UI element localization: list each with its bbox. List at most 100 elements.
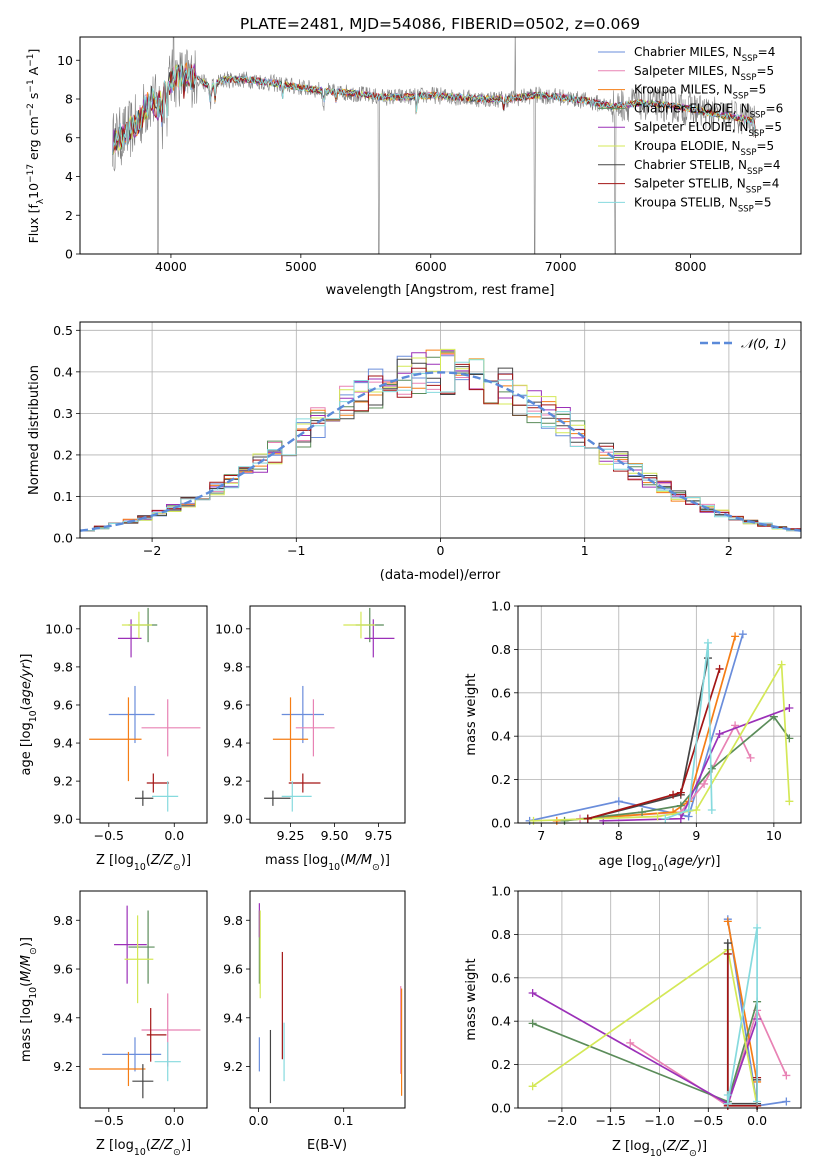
y-tick-label: 0.2 (53, 447, 73, 462)
errorbar-point (141, 699, 201, 757)
y-tick-label: 9.4 (223, 736, 243, 751)
plus-marker (684, 805, 693, 814)
panel-6: −0.5 0.0 9.2 9.4 9.6 9.8 Z [log10(Z/Z⊙)] mass [… (19, 890, 208, 1158)
y-tick-label: 9.8 (53, 913, 73, 928)
errorbar-point (117, 619, 142, 658)
mass-weight-line-5 (532, 992, 758, 1106)
y-tick-label: 0.4 (53, 364, 73, 379)
y-tick-label: 0.4 (491, 729, 511, 744)
y-tick-label: 0.6 (491, 970, 511, 985)
y-tick-label: 9.4 (223, 1010, 243, 1025)
y-tick-label: 10.0 (45, 621, 73, 636)
y-tick-label: 0 (65, 247, 73, 262)
x-tick-label: 8 (615, 828, 623, 843)
legend-entry: Kroupa MILES, NSSP=5 (634, 83, 766, 102)
mass-weight-line-1 (529, 633, 744, 822)
plus-marker (707, 764, 716, 773)
plus-marker (692, 805, 701, 814)
errorbar-point (264, 790, 291, 806)
legend-entry: 𝒩(0, 1) (741, 336, 787, 351)
x-axis-label: (data-model)/error (380, 568, 501, 583)
plus-marker (669, 808, 678, 817)
errorbar-point (128, 910, 155, 984)
y-tick-label: 0.0 (53, 531, 73, 546)
plus-marker (638, 808, 647, 817)
errorbar-point (152, 781, 179, 812)
y-tick-label: 9.2 (223, 1059, 243, 1074)
y-tick-label: 10.0 (215, 621, 243, 636)
y-tick-label: 0.5 (53, 323, 73, 338)
y-tick-label: 9.8 (223, 659, 243, 674)
y-tick-label: 10 (57, 53, 73, 68)
y-tick-label: 6 (65, 130, 73, 145)
legend-entry: Kroupa ELODIE, NSSP=5 (634, 139, 774, 158)
plus-marker (723, 949, 732, 958)
plus-marker (626, 1038, 635, 1047)
errorbar-point (272, 697, 309, 782)
x-tick-label: 9 (692, 828, 700, 843)
plus-marker (528, 1019, 537, 1028)
legend-entry: Salpeter ELODIE, NSSP=5 (634, 120, 782, 139)
plus-marker (785, 734, 794, 743)
y-axis-label: mass weight (464, 673, 479, 755)
plus-marker (723, 1099, 732, 1108)
y-tick-label: 1.0 (491, 884, 511, 899)
x-tick-label: −0.5 (94, 828, 124, 843)
x-tick-label: 2 (725, 543, 733, 558)
y-axis-label: mass [log10(M/M⊙)] (19, 937, 39, 1062)
plus-marker (614, 797, 623, 806)
x-tick-label: 0.1 (334, 1113, 354, 1128)
x-tick-label: −2.0 (547, 1113, 577, 1128)
axes-frame (79, 36, 802, 255)
mass-weight-line-2 (629, 1007, 788, 1108)
plus-marker (753, 1097, 762, 1106)
x-tick-label: 0.0 (164, 828, 184, 843)
x-tick-label: 1 (581, 543, 589, 558)
plus-marker (723, 939, 732, 948)
plus-marker (723, 917, 732, 926)
errorbar-point (121, 611, 153, 639)
plus-marker (529, 816, 538, 825)
plus-marker (676, 814, 685, 823)
errorbar-point (132, 1064, 154, 1099)
y-tick-label: 2 (65, 208, 73, 223)
x-axis-label: wavelength [Angstrom, rest frame] (326, 283, 555, 298)
axes-frame (249, 890, 406, 1109)
x-tick-label: 9.25 (277, 828, 305, 843)
mass-weight-line-5 (603, 707, 790, 822)
x-tick-label: −0.5 (693, 1113, 723, 1128)
y-axis-label: age [log10(age/yr)] (19, 653, 39, 775)
mass-weight-line-9 (665, 642, 713, 820)
x-tick-label: 0 (437, 543, 445, 558)
plus-marker (661, 814, 670, 823)
y-tick-label: 9.6 (53, 697, 73, 712)
plus-marker (715, 730, 724, 739)
mass-weight-line-9 (726, 927, 758, 1104)
y-tick-label: 0.0 (491, 816, 511, 831)
plus-marker (653, 812, 662, 821)
plus-marker (700, 779, 709, 788)
plus-marker (785, 703, 794, 712)
errorbar-point (114, 905, 147, 984)
axes-frame (79, 605, 208, 824)
errorbar-point (288, 773, 321, 793)
y-tick-label: 4 (65, 169, 73, 184)
plus-marker (782, 1097, 791, 1106)
x-tick-label: 4000 (155, 259, 187, 274)
x-tick-label: −1 (287, 543, 305, 558)
x-tick-label: 5000 (285, 259, 317, 274)
x-tick-label: 7 (537, 828, 545, 843)
errorbar-point (134, 790, 154, 806)
x-tick-label: −1.0 (644, 1113, 674, 1128)
y-tick-label: 0.2 (491, 772, 511, 787)
plus-marker (703, 638, 712, 647)
errorbar-point (295, 699, 335, 757)
errorbar-point (343, 611, 376, 639)
plus-marker (715, 664, 724, 673)
y-axis-label: Normed distribution (27, 365, 42, 495)
plus-marker (528, 1082, 537, 1091)
panel-1: 4000 5000 6000 7000 8000 0 2 4 6 8 10 Chabrier MILE… (26, 15, 802, 298)
y-tick-label: 8 (65, 92, 73, 107)
plus-marker (731, 632, 740, 641)
